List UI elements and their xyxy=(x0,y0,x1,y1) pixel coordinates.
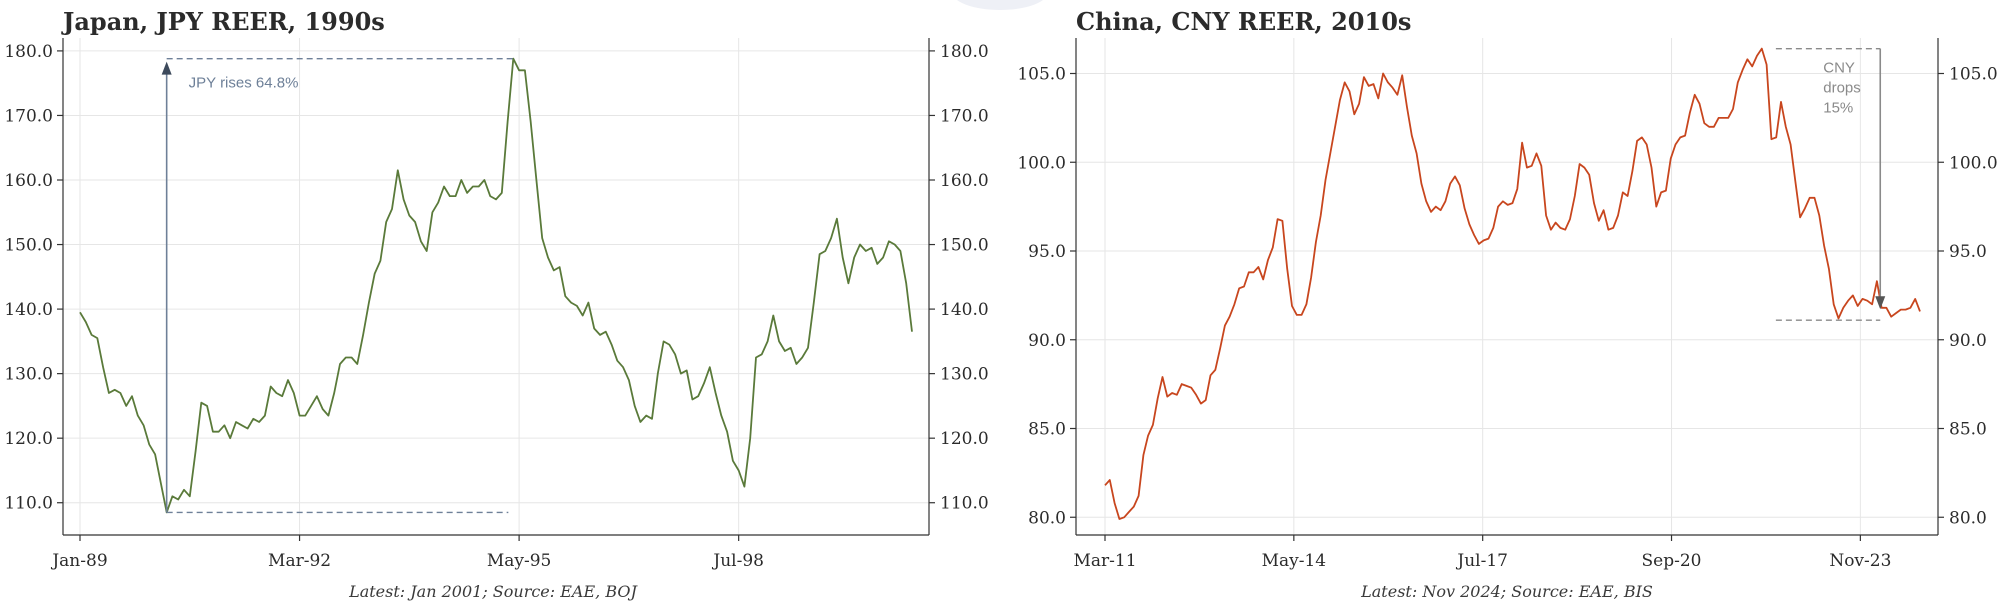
y-tick-label-right: 140.0 xyxy=(940,300,989,320)
y-tick-label-left: 160.0 xyxy=(4,171,53,191)
y-tick-label-left: 140.0 xyxy=(4,300,53,320)
series-line xyxy=(1104,47,1921,520)
y-tick-label-left: 95.0 xyxy=(1028,242,1066,262)
drop-annotation-label: 15% xyxy=(1823,100,1853,117)
x-tick-label: Mar-92 xyxy=(268,551,331,571)
china-gridlines xyxy=(1076,38,1938,535)
japan-annotation: JPY rises 64.8% xyxy=(161,57,514,514)
y-tick-label-right: 160.0 xyxy=(940,171,989,191)
y-tick-label-right: 85.0 xyxy=(1949,420,1987,440)
y-tick-label-right: 95.0 xyxy=(1949,242,1987,262)
x-tick-label: Sep-20 xyxy=(1642,551,1702,571)
y-tick-label-left: 110.0 xyxy=(4,494,53,514)
japan-source-note: Latest: Jan 2001; Source: EAE, BOJ xyxy=(348,582,638,601)
china-series xyxy=(1104,47,1921,520)
y-tick-label-left: 150.0 xyxy=(4,236,53,256)
japan-chart-title: Japan, JPY REER, 1990s xyxy=(61,7,385,36)
y-tick-label-right: 120.0 xyxy=(940,429,989,449)
drop-annotation-label: CNY xyxy=(1823,60,1855,77)
y-tick-label-left: 105.0 xyxy=(1017,65,1066,85)
y-tick-label-right: 150.0 xyxy=(940,236,989,256)
china-axes: 80.0 80.0 85.0 85.0 90.0 90.0 95.0 95.0 100.0 100… xyxy=(1017,38,1998,571)
background-blob xyxy=(957,0,1043,10)
japan-series xyxy=(79,57,913,514)
y-tick-label-left: 80.0 xyxy=(1028,508,1066,528)
japan-chart-panel: Japan, JPY REER, 1990s 110.0 110.0 120.0 12… xyxy=(4,7,988,601)
x-tick-label: May-95 xyxy=(487,551,552,571)
y-tick-label-right: 170.0 xyxy=(940,106,989,126)
y-tick-label-right: 105.0 xyxy=(1949,65,1998,85)
china-source-note: Latest: Nov 2024; Source: EAE, BIS xyxy=(1360,582,1653,601)
rise-annotation-label: JPY rises 64.8% xyxy=(189,75,299,92)
y-tick-label-right: 80.0 xyxy=(1949,508,1987,528)
y-tick-label-left: 85.0 xyxy=(1028,420,1066,440)
y-tick-label-left: 130.0 xyxy=(4,365,53,385)
y-tick-label-left: 90.0 xyxy=(1028,331,1066,351)
y-tick-label-right: 180.0 xyxy=(940,42,989,62)
series-line xyxy=(79,57,913,514)
china-annotation: CNY drops 15% xyxy=(1775,47,1886,321)
y-tick-label-left: 120.0 xyxy=(4,429,53,449)
x-tick-label: Jan-89 xyxy=(50,551,107,571)
x-tick-label: Jul-98 xyxy=(711,551,764,571)
x-tick-label: Nov-23 xyxy=(1829,551,1891,571)
y-tick-label-right: 110.0 xyxy=(940,494,989,514)
x-tick-label: Mar-11 xyxy=(1073,551,1136,571)
drop-annotation-label: drops xyxy=(1823,80,1861,97)
y-tick-label-right: 130.0 xyxy=(940,365,989,385)
x-tick-label: Jul-17 xyxy=(1455,551,1508,571)
japan-gridlines xyxy=(63,38,929,535)
y-tick-label-right: 100.0 xyxy=(1949,153,1998,173)
y-tick-label-left: 180.0 xyxy=(4,42,53,62)
china-chart-panel: China, CNY REER, 2010s 80.0 80.0 85.0 85.0 9… xyxy=(1017,7,1997,601)
china-chart-title: China, CNY REER, 2010s xyxy=(1076,7,1411,36)
drop-arrow-head xyxy=(1875,296,1886,310)
y-tick-label-left: 100.0 xyxy=(1017,153,1066,173)
rise-arrow-head xyxy=(161,61,172,75)
japan-axes: 110.0 110.0 120.0 120.0 130.0 130.0 140.0 140.0… xyxy=(4,38,989,571)
x-tick-label: May-14 xyxy=(1262,551,1327,571)
y-tick-label-right: 90.0 xyxy=(1949,331,1987,351)
y-tick-label-left: 170.0 xyxy=(4,106,53,126)
